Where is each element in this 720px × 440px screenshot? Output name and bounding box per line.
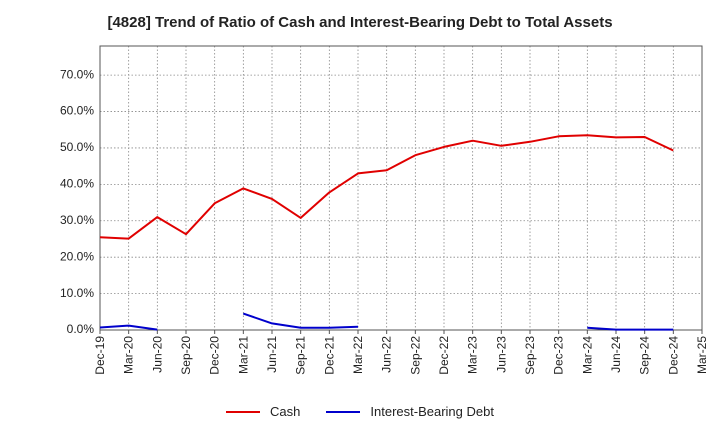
- x-tick-label: Jun-21: [265, 336, 279, 373]
- x-tick-label: Sep-22: [408, 336, 422, 375]
- x-tick-label: Dec-23: [552, 336, 566, 375]
- x-tick-label: Dec-19: [93, 336, 107, 375]
- y-tick-label: 50.0%: [60, 140, 94, 154]
- y-tick-label: 20.0%: [60, 249, 94, 263]
- x-tick-label: Mar-20: [122, 336, 136, 374]
- legend-label-cash: Cash: [270, 404, 301, 419]
- y-tick-label: 10.0%: [60, 286, 94, 300]
- y-tick-label: 0.0%: [67, 322, 95, 336]
- series-line-cash: [99, 134, 674, 240]
- plot-frame: [99, 45, 703, 331]
- y-tick-label: 40.0%: [60, 177, 94, 191]
- y-tick-label: 60.0%: [60, 104, 94, 118]
- x-tick-label: Dec-24: [666, 336, 680, 375]
- x-tick-label: Jun-20: [150, 336, 164, 373]
- axes: 0.0% 10.0% 20.0% 30.0% 40.0% 50.0% 60.0% 70.0% D…: [60, 45, 709, 375]
- x-tick-label: Jun-22: [380, 336, 394, 373]
- series-line-debt: [99, 324, 158, 331]
- x-tick-label: Jun-24: [609, 336, 623, 373]
- legend-swatch-debt: [326, 410, 361, 413]
- legend-swatch-cash: [226, 410, 261, 413]
- legend-item-debt: Interest-Bearing Debt: [326, 404, 494, 419]
- x-tick-label: Sep-20: [179, 336, 193, 375]
- x-tick-label: Sep-23: [523, 336, 537, 375]
- x-tick-label: Mar-23: [466, 336, 480, 374]
- x-tick-label: Mar-21: [236, 336, 250, 374]
- x-tick-label: Dec-21: [322, 336, 336, 375]
- series-line-debt: [587, 326, 674, 331]
- x-tick-label: Jun-23: [494, 336, 508, 373]
- series-line-debt: [242, 312, 359, 329]
- legend-item-cash: Cash: [226, 404, 300, 419]
- y-tick-label: 70.0%: [60, 67, 94, 81]
- x-tick-label: Mar-22: [351, 336, 365, 374]
- grid: [100, 46, 702, 330]
- y-tick-label: 30.0%: [60, 213, 94, 227]
- chart-title: [4828] Trend of Ratio of Cash and Intere…: [107, 14, 613, 31]
- legend: Cash Interest-Bearing Debt: [0, 404, 720, 419]
- x-tick-label: Dec-22: [437, 336, 451, 375]
- legend-label-debt: Interest-Bearing Debt: [370, 404, 494, 419]
- x-tick-label: Dec-20: [208, 336, 222, 375]
- series-lines: [99, 134, 674, 331]
- x-tick-label: Mar-25: [695, 336, 709, 374]
- x-tick-label: Sep-21: [294, 336, 308, 375]
- x-tick-label: Mar-24: [580, 336, 594, 374]
- x-tick-label: Sep-24: [638, 336, 652, 375]
